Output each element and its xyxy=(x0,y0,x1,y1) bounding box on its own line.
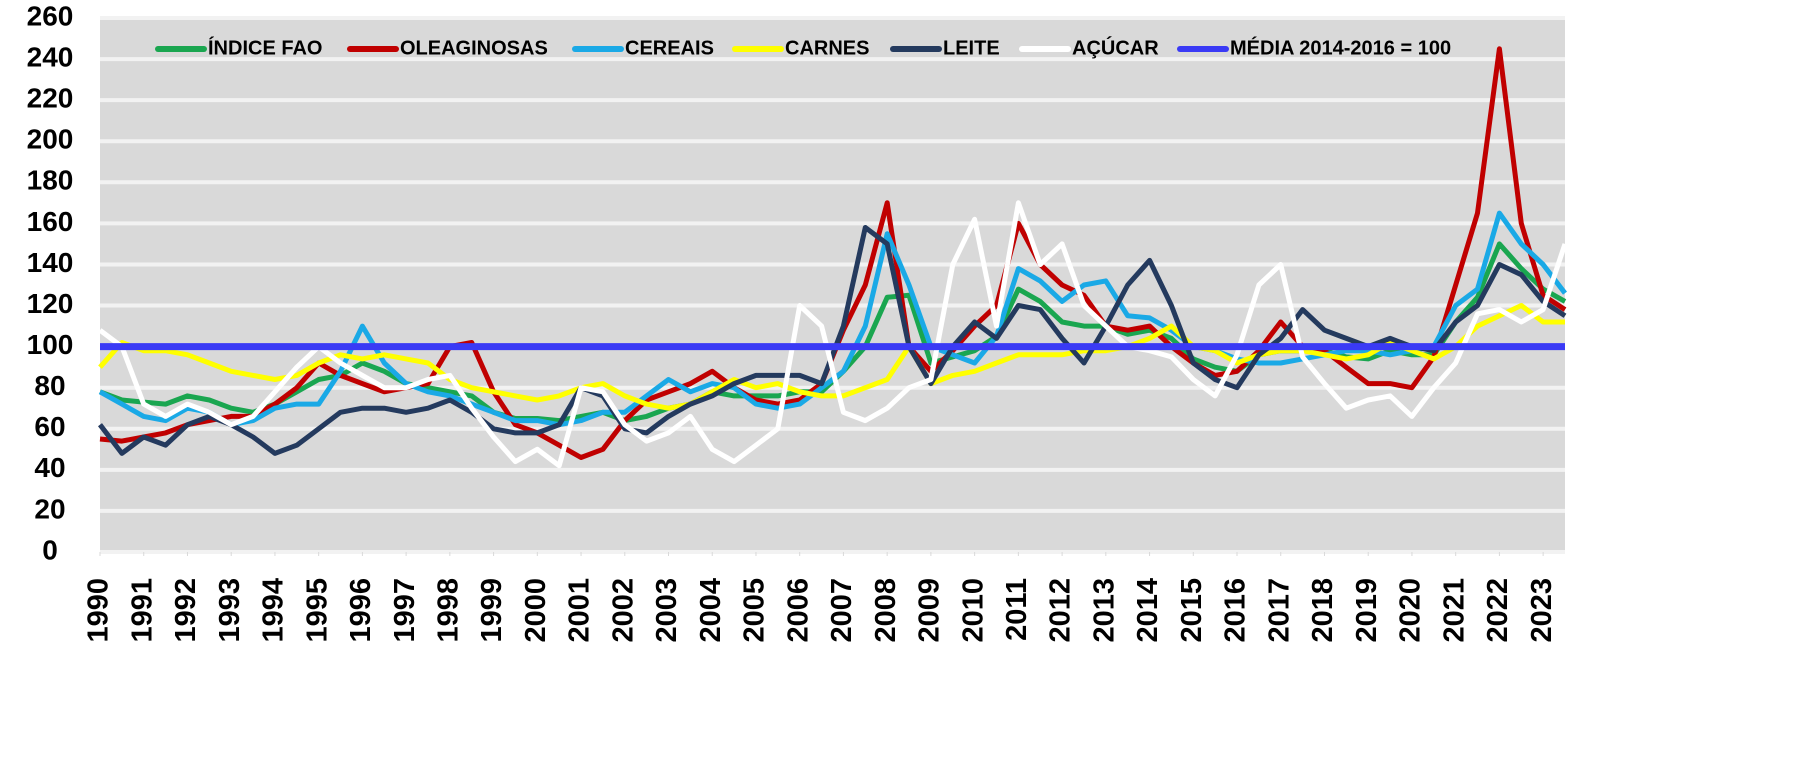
x-tick-label: 2008 xyxy=(870,578,902,643)
y-tick-label: 200 xyxy=(27,124,74,155)
x-tick-label: 1996 xyxy=(345,578,377,643)
x-tick-label: 2011 xyxy=(1001,578,1033,641)
y-tick-label: 120 xyxy=(27,288,74,319)
y-tick-label: 260 xyxy=(27,0,74,31)
x-tick-label: 2004 xyxy=(695,578,727,643)
x-tick-label: 1999 xyxy=(476,578,508,643)
y-tick-label: 180 xyxy=(27,165,74,196)
series-line xyxy=(98,303,1565,411)
x-tick-label: 1990 xyxy=(83,578,115,643)
y-tick-label: 40 xyxy=(34,452,65,483)
series-line xyxy=(98,225,1567,456)
y-tick-label: 160 xyxy=(27,206,74,237)
y-tick-label: 0 xyxy=(42,534,58,565)
x-tick-label: 2010 xyxy=(957,578,989,643)
x-tick-label: 2022 xyxy=(1482,578,1514,643)
plot-background xyxy=(100,18,1565,552)
x-tick-label: 2017 xyxy=(1263,578,1295,643)
x-tick-label: 2021 xyxy=(1438,578,1470,643)
legend-label: CARNES xyxy=(785,37,869,59)
x-tick-label: 2006 xyxy=(782,578,814,643)
x-tick-label: 1995 xyxy=(301,578,333,643)
x-tick-label: 1994 xyxy=(258,578,290,643)
legend-label: AÇÚCAR xyxy=(1072,35,1159,59)
x-tick-label: 2012 xyxy=(1045,578,1077,643)
x-tick-label: 2020 xyxy=(1395,578,1427,643)
x-tick-label: 1991 xyxy=(126,578,158,643)
x-tick-label: 2007 xyxy=(826,578,858,643)
x-tick-label: 1997 xyxy=(389,578,421,643)
x-tick-label: 2015 xyxy=(1176,578,1208,643)
legend-label: ÍNDICE FAO xyxy=(208,36,322,59)
x-tick-label: 2013 xyxy=(1088,578,1120,643)
x-tick-label: 2000 xyxy=(520,578,552,643)
x-tick-label: 1993 xyxy=(214,578,246,643)
x-tick-label: 2016 xyxy=(1220,578,1252,643)
x-tick-label: 2023 xyxy=(1526,578,1558,643)
y-tick-label: 220 xyxy=(27,83,74,114)
legend-label: LEITE xyxy=(943,37,1000,59)
series-line xyxy=(98,200,1568,469)
y-tick-label: 100 xyxy=(27,329,74,360)
x-tick-label: 2002 xyxy=(607,578,639,643)
x-tick-label: 2001 xyxy=(564,578,596,643)
x-tick-label: 2014 xyxy=(1132,578,1164,643)
x-tick-label: 2018 xyxy=(1307,578,1339,643)
y-tick-label: 240 xyxy=(27,41,74,72)
y-tick-label: 80 xyxy=(34,370,65,401)
legend-label: CEREAIS xyxy=(625,37,714,59)
legend-label: OLEAGINOSAS xyxy=(400,37,548,59)
y-tick-label: 60 xyxy=(34,411,65,442)
x-tick-label: 2009 xyxy=(914,578,946,643)
legend-label: MÉDIA 2014-2016 = 100 xyxy=(1230,36,1451,59)
x-tick-label: 2005 xyxy=(739,578,771,643)
x-tick-label: 1992 xyxy=(170,578,202,643)
x-tick-label: 2019 xyxy=(1351,578,1383,643)
x-tick-label: 1998 xyxy=(433,578,465,643)
y-tick-label: 140 xyxy=(27,247,74,278)
y-tick-label: 20 xyxy=(34,493,65,524)
x-tick-label: 2003 xyxy=(651,578,683,643)
